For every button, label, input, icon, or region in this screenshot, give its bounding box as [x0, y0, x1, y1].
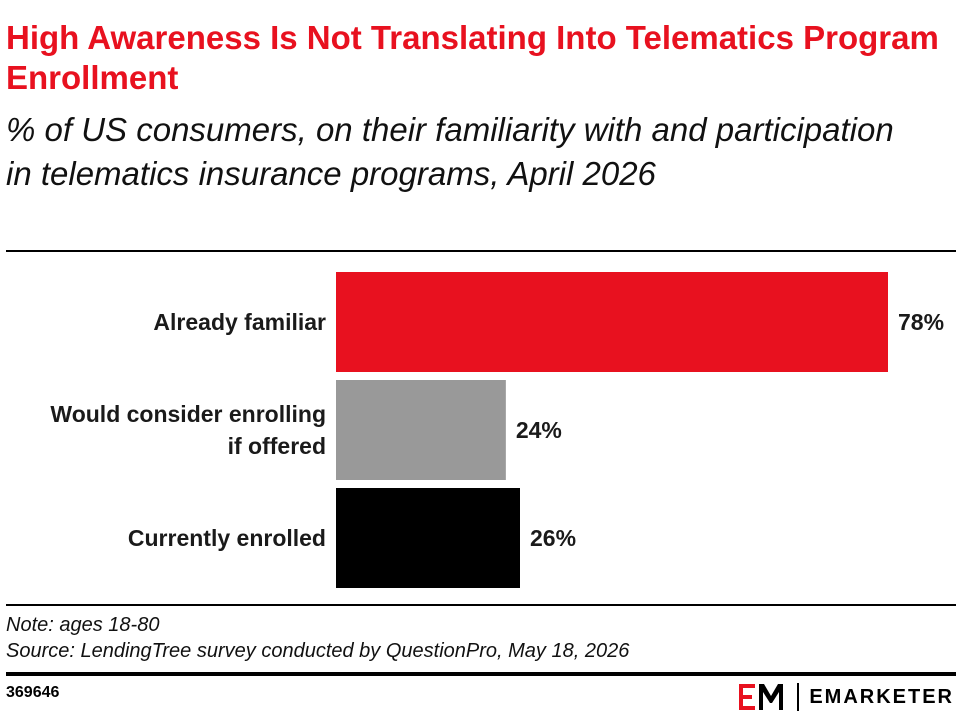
- brand-divider: [797, 683, 800, 711]
- category-label-0: Already familiar: [153, 309, 326, 335]
- bar-2: [336, 488, 520, 588]
- top-divider: [6, 250, 956, 252]
- category-label-1-line-0: Would consider enrolling: [50, 401, 326, 427]
- source-text: Source: LendingTree survey conducted by …: [6, 640, 630, 662]
- chart-title: High Awareness Is Not Translating Into T…: [6, 19, 939, 96]
- value-label-0: 78%: [898, 309, 944, 335]
- category-label-2: Currently enrolled: [128, 525, 326, 551]
- value-label-1: 24%: [516, 417, 562, 443]
- bottom-divider: [6, 672, 956, 676]
- chart-id: 369646: [6, 684, 60, 701]
- value-label-2: 26%: [530, 525, 576, 551]
- brand-name: EMARKETER: [809, 685, 954, 708]
- note-text: Note: ages 18-80: [6, 614, 160, 636]
- bar-0: [336, 272, 888, 372]
- chart-notes: Note: ages 18-80 Source: LendingTree sur…: [6, 612, 629, 664]
- bar-1: [336, 380, 506, 480]
- chart-subtitle: % of US consumers, on their familiarity …: [6, 111, 894, 192]
- category-label-1-line-1: if offered: [228, 433, 326, 459]
- brand-logo: EMARKETER: [739, 680, 954, 714]
- em-logo-icon: [739, 684, 787, 710]
- bar-chart: 78% Already familiar 24% Would consider enr…: [50, 272, 944, 588]
- footer-divider: [6, 604, 956, 606]
